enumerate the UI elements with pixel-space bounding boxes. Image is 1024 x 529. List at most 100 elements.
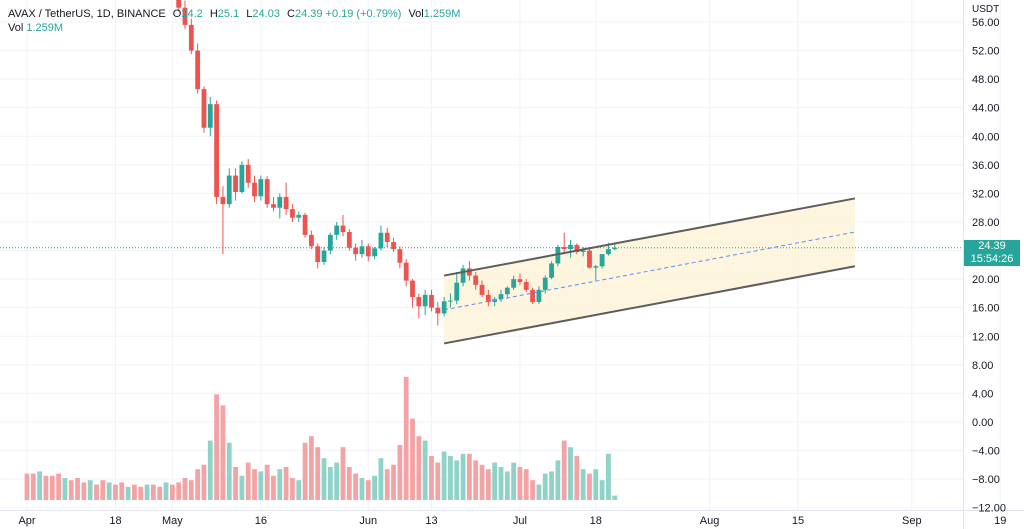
volume-bar [30, 473, 36, 500]
volume-study-label[interactable]: Vol [8, 22, 24, 34]
candle-body [207, 104, 213, 128]
volume-bar [296, 480, 302, 500]
volume-bar [264, 464, 270, 500]
y-tick-label: −8.00 [972, 474, 1000, 486]
candle-body [454, 282, 460, 301]
candle-body [302, 214, 308, 235]
candle-body [283, 197, 289, 210]
candle-body [384, 232, 390, 243]
candle-body [296, 214, 302, 218]
volume-bar [378, 458, 384, 500]
candle-body [580, 250, 586, 253]
volume-bar [195, 469, 201, 500]
candle-body [233, 175, 238, 193]
volume-bar [245, 462, 251, 500]
candle-body [517, 279, 523, 283]
volume-bar [460, 453, 466, 500]
volume-bar [119, 482, 125, 500]
volume-bar [277, 469, 283, 500]
channel-upper-line [443, 197, 856, 277]
volume-bar [340, 447, 346, 500]
x-tick-label: Apr [18, 515, 35, 527]
volume-bar [580, 469, 586, 500]
volume-bar [239, 475, 245, 500]
x-tick-label: 15 [792, 515, 804, 527]
volume-bar [87, 480, 93, 500]
candle-body [321, 250, 327, 263]
candle-countdown: 15:54:26 [970, 253, 1014, 265]
volume-bar [271, 475, 276, 500]
volume-bar [220, 405, 226, 500]
y-tick-label: 16.00 [972, 303, 1000, 315]
candle-body [574, 244, 580, 253]
candle-body [530, 289, 535, 303]
candle-body [403, 262, 409, 281]
candle-body [334, 225, 340, 235]
candle-body [599, 254, 605, 267]
volume-bar [132, 484, 137, 500]
volume-bar [498, 467, 504, 500]
candle-body [353, 247, 359, 255]
y-tick-label: 20.00 [972, 274, 1000, 286]
volume-bar [125, 486, 131, 500]
legend-close-label: C [287, 8, 295, 20]
volume-bar [504, 471, 510, 500]
legend-open-label: O [172, 8, 182, 20]
volume-bar [182, 478, 188, 500]
volume-bar [62, 478, 68, 500]
candle-body [485, 294, 491, 303]
volume-bar [68, 480, 74, 500]
x-tick-label: 13 [425, 515, 437, 527]
candle-body [498, 294, 504, 300]
legend-volume-row: Vol 1.259M [8, 21, 460, 35]
candle-body [523, 282, 529, 290]
volume-bar [397, 445, 403, 500]
volume-bar [321, 458, 327, 500]
legend-low-label: L [246, 8, 253, 20]
y-tick-label: −4.00 [972, 446, 1000, 458]
legend-price-row: AVAX / TetherUS, 1D, BINANCE O24.2 H25.1… [8, 7, 460, 21]
volume-bar [81, 482, 87, 500]
volume-bar [492, 462, 498, 500]
candle-body [391, 242, 396, 250]
volume-bar [612, 495, 618, 500]
volume-bar [113, 484, 118, 500]
volume-bar [75, 478, 80, 500]
volume-bar [416, 436, 422, 500]
volume-bar [587, 473, 592, 500]
volume-bar [327, 467, 333, 500]
volume-bar [315, 447, 321, 500]
volume-bar [214, 394, 219, 500]
candle-body [504, 287, 510, 295]
volume-bar [561, 440, 567, 500]
candle-body [252, 182, 257, 197]
volume-bar [384, 469, 390, 500]
volume-bar [252, 469, 257, 500]
candle-body [188, 24, 194, 51]
y-tick-label: 40.00 [972, 131, 1000, 143]
legend-symbol[interactable]: AVAX / TetherUS, 1D, BINANCE [8, 8, 166, 20]
volume-bar [226, 442, 232, 500]
candle-body [410, 280, 415, 298]
candle-body [511, 279, 517, 288]
candle-body [372, 248, 377, 257]
volume-bar [536, 484, 542, 500]
volume-bar [454, 460, 460, 500]
last-price-badge: 24.39 15:54:26 [964, 240, 1020, 266]
volume-bar [37, 471, 43, 500]
volume-bar [100, 480, 106, 500]
candle-body [561, 247, 567, 250]
volume-bar [157, 486, 163, 500]
legend-close-value: 24.39 [294, 8, 323, 20]
volume-bar [542, 473, 548, 500]
candle-body [422, 294, 428, 307]
candle-body [549, 263, 554, 278]
candle-body [226, 175, 232, 205]
volume-bar [448, 456, 453, 500]
volume-bar [56, 473, 61, 500]
candle-body [378, 232, 384, 249]
x-tick-label: 18 [590, 515, 602, 527]
volume-bar [555, 460, 561, 500]
